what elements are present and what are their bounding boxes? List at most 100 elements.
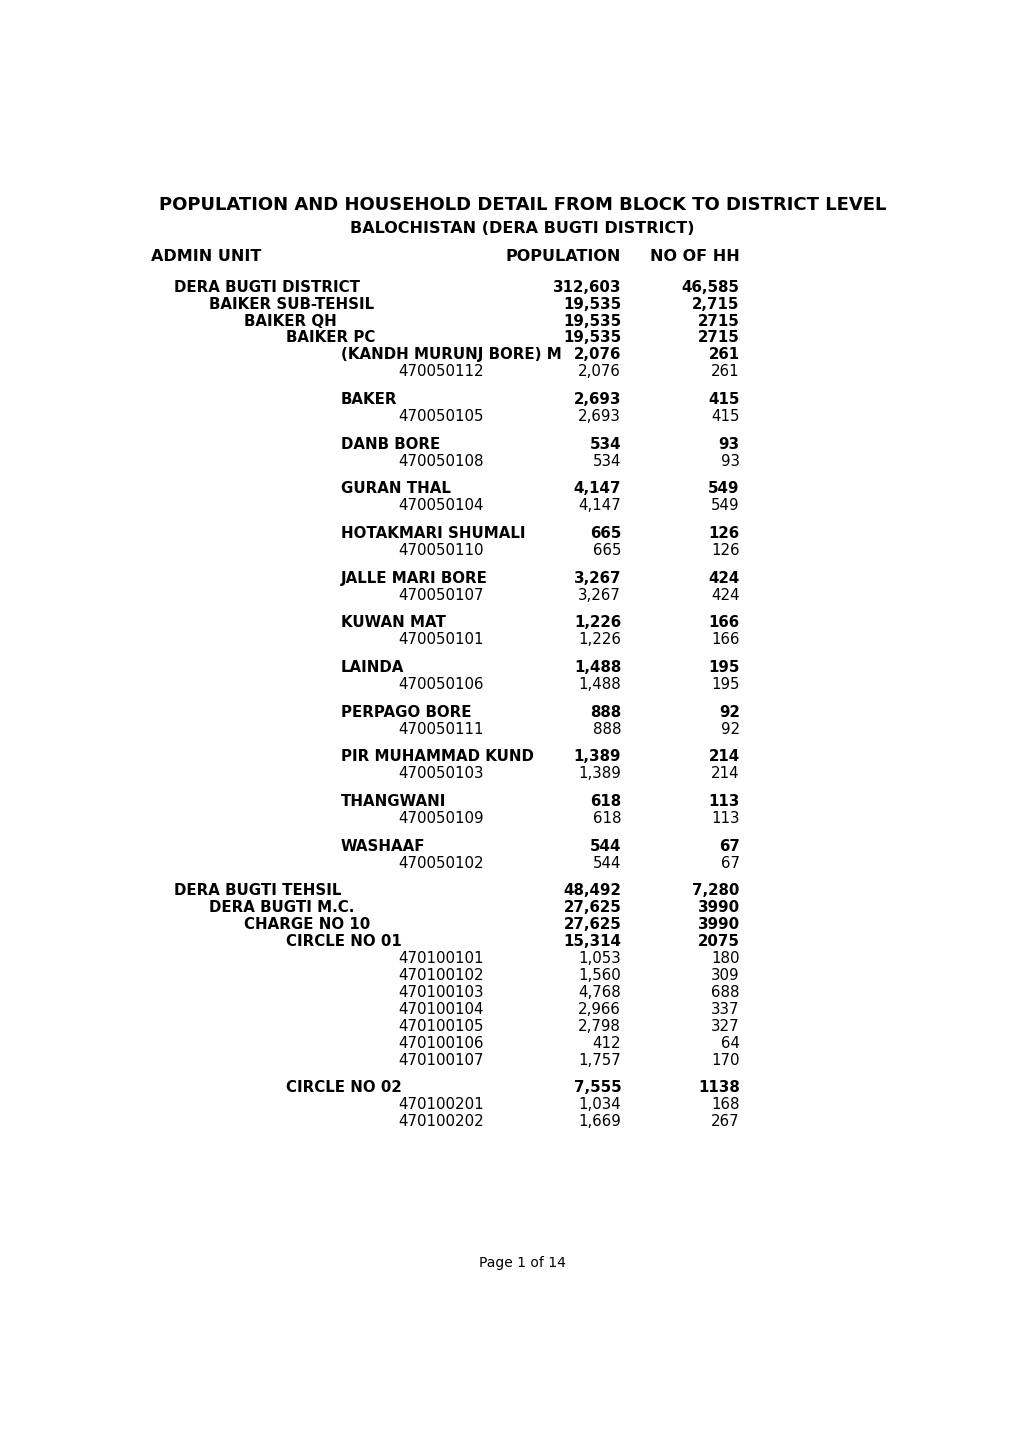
Text: 19,535: 19,535	[562, 297, 621, 312]
Text: 48,492: 48,492	[562, 883, 621, 899]
Text: 261: 261	[708, 348, 739, 362]
Text: 312,603: 312,603	[552, 280, 621, 294]
Text: 27,625: 27,625	[562, 918, 621, 932]
Text: 2,715: 2,715	[692, 297, 739, 312]
Text: 113: 113	[710, 811, 739, 825]
Text: 544: 544	[592, 856, 621, 870]
Text: 1,669: 1,669	[578, 1114, 621, 1130]
Text: 3,267: 3,267	[573, 570, 621, 586]
Text: 309: 309	[710, 968, 739, 983]
Text: 4,147: 4,147	[578, 498, 621, 514]
Text: 15,314: 15,314	[562, 934, 621, 949]
Text: LAINDA: LAINDA	[340, 659, 404, 675]
Text: 93: 93	[718, 437, 739, 452]
Text: BAKER: BAKER	[340, 392, 396, 407]
Text: 470050103: 470050103	[398, 766, 484, 781]
Text: ADMIN UNIT: ADMIN UNIT	[151, 248, 261, 264]
Text: 618: 618	[589, 794, 621, 810]
Text: 1,488: 1,488	[574, 659, 621, 675]
Text: 888: 888	[589, 704, 621, 720]
Text: 2,966: 2,966	[578, 1001, 621, 1017]
Text: 1,226: 1,226	[574, 615, 621, 631]
Text: 2715: 2715	[697, 330, 739, 345]
Text: WASHAAF: WASHAAF	[340, 838, 425, 854]
Text: 2,693: 2,693	[578, 408, 621, 424]
Text: 470050106: 470050106	[398, 677, 484, 693]
Text: 337: 337	[710, 1001, 739, 1017]
Text: KUWAN MAT: KUWAN MAT	[340, 615, 445, 631]
Text: CHARGE NO 10: CHARGE NO 10	[244, 918, 370, 932]
Text: 665: 665	[589, 527, 621, 541]
Text: 4,147: 4,147	[573, 482, 621, 496]
Text: THANGWANI: THANGWANI	[340, 794, 445, 810]
Text: 3,267: 3,267	[578, 587, 621, 603]
Text: 113: 113	[707, 794, 739, 810]
Text: 1,488: 1,488	[578, 677, 621, 693]
Text: 67: 67	[718, 838, 739, 854]
Text: 64: 64	[720, 1036, 739, 1051]
Text: 1,389: 1,389	[573, 749, 621, 765]
Text: 2,798: 2,798	[578, 1019, 621, 1033]
Text: BALOCHISTAN (DERA BUGTI DISTRICT): BALOCHISTAN (DERA BUGTI DISTRICT)	[351, 221, 694, 237]
Text: 1,034: 1,034	[578, 1097, 621, 1113]
Text: 2075: 2075	[697, 934, 739, 949]
Text: 470100201: 470100201	[398, 1097, 484, 1113]
Text: 195: 195	[710, 677, 739, 693]
Text: 1,053: 1,053	[578, 951, 621, 965]
Text: 618: 618	[592, 811, 621, 825]
Text: DERA BUGTI M.C.: DERA BUGTI M.C.	[209, 900, 354, 915]
Text: NO OF HH: NO OF HH	[649, 248, 739, 264]
Text: 92: 92	[718, 704, 739, 720]
Text: 424: 424	[707, 570, 739, 586]
Text: 470100103: 470100103	[398, 986, 484, 1000]
Text: 4,768: 4,768	[578, 986, 621, 1000]
Text: 27,625: 27,625	[562, 900, 621, 915]
Text: 46,585: 46,585	[682, 280, 739, 294]
Text: 470050109: 470050109	[398, 811, 484, 825]
Text: 3990: 3990	[697, 900, 739, 915]
Text: PERPAGO BORE: PERPAGO BORE	[340, 704, 471, 720]
Text: 470100106: 470100106	[398, 1036, 484, 1051]
Text: 2,076: 2,076	[578, 364, 621, 380]
Text: 544: 544	[589, 838, 621, 854]
Text: Page 1 of 14: Page 1 of 14	[479, 1255, 566, 1270]
Text: POPULATION AND HOUSEHOLD DETAIL FROM BLOCK TO DISTRICT LEVEL: POPULATION AND HOUSEHOLD DETAIL FROM BLO…	[159, 196, 886, 215]
Text: 470050112: 470050112	[398, 364, 484, 380]
Text: 470050108: 470050108	[398, 453, 484, 469]
Text: 470100105: 470100105	[398, 1019, 484, 1033]
Text: DERA BUGTI TEHSIL: DERA BUGTI TEHSIL	[174, 883, 341, 899]
Text: HOTAKMARI SHUMALI: HOTAKMARI SHUMALI	[340, 527, 525, 541]
Text: 688: 688	[710, 986, 739, 1000]
Text: 267: 267	[710, 1114, 739, 1130]
Text: 19,535: 19,535	[562, 313, 621, 329]
Text: 2,693: 2,693	[573, 392, 621, 407]
Text: (KANDH MURUNJ BORE) M: (KANDH MURUNJ BORE) M	[340, 348, 560, 362]
Text: 327: 327	[710, 1019, 739, 1033]
Text: 7,555: 7,555	[573, 1081, 621, 1095]
Text: 214: 214	[708, 749, 739, 765]
Text: 412: 412	[592, 1036, 621, 1051]
Text: 126: 126	[708, 527, 739, 541]
Text: 126: 126	[710, 543, 739, 558]
Text: 92: 92	[719, 722, 739, 736]
Text: 1,226: 1,226	[578, 632, 621, 648]
Text: 195: 195	[707, 659, 739, 675]
Text: 67: 67	[720, 856, 739, 870]
Text: 424: 424	[710, 587, 739, 603]
Text: 534: 534	[592, 453, 621, 469]
Text: 1,757: 1,757	[578, 1053, 621, 1068]
Text: 166: 166	[708, 615, 739, 631]
Text: DERA BUGTI DISTRICT: DERA BUGTI DISTRICT	[174, 280, 360, 294]
Text: 470100102: 470100102	[398, 968, 484, 983]
Text: 470050111: 470050111	[398, 722, 484, 736]
Text: 168: 168	[710, 1097, 739, 1113]
Text: JALLE MARI BORE: JALLE MARI BORE	[340, 570, 487, 586]
Text: 1,560: 1,560	[578, 968, 621, 983]
Text: 470100107: 470100107	[398, 1053, 484, 1068]
Text: 549: 549	[707, 482, 739, 496]
Text: 415: 415	[710, 408, 739, 424]
Text: 1,389: 1,389	[578, 766, 621, 781]
Text: DANB BORE: DANB BORE	[340, 437, 439, 452]
Text: 3990: 3990	[697, 918, 739, 932]
Text: PIR MUHAMMAD KUND: PIR MUHAMMAD KUND	[340, 749, 533, 765]
